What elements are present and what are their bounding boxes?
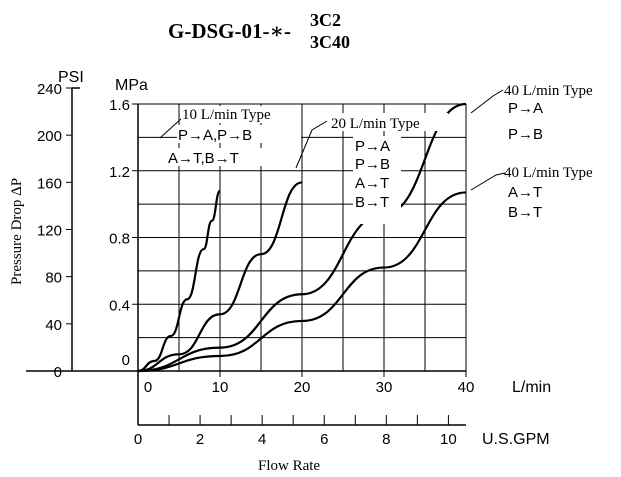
series-ports-40-pa-2: P→B bbox=[508, 126, 543, 143]
leader-line-20 bbox=[295, 120, 328, 169]
series-ports-40-pa-1: P→A bbox=[508, 100, 543, 117]
mpa-tick-label: 0 bbox=[122, 352, 130, 369]
mpa-unit-label: MPa bbox=[115, 77, 148, 94]
lpm-tick-label: 0 bbox=[144, 379, 152, 396]
lpm-tick-label: 40 bbox=[458, 379, 475, 396]
gpm-tick-label: 6 bbox=[320, 431, 328, 448]
series-ports-40-at-1: A→T bbox=[508, 184, 542, 201]
grid bbox=[138, 103, 467, 372]
series-name-40-pa: 40 L/min Type bbox=[504, 83, 593, 99]
series-name-40-at: 40 L/min Type bbox=[504, 165, 593, 181]
mpa-tick-label: 0.8 bbox=[109, 231, 130, 248]
y-axis-title: Pressure Drop ΔP bbox=[9, 178, 25, 285]
series-ports-20-3: A→T bbox=[355, 175, 389, 192]
series-curve-2 bbox=[137, 102, 467, 373]
gpm-tick-label: 0 bbox=[134, 431, 142, 448]
psi-tick-label: 200 bbox=[37, 128, 62, 145]
gpm-tick-label: 8 bbox=[382, 431, 390, 448]
series-ports-10-2: A→T,B→T bbox=[168, 150, 239, 167]
series-labels: 10 L/min Type P→A,P→B A→T,B→T 20 L/min T… bbox=[167, 83, 593, 224]
lpm-unit-label: L/min bbox=[512, 379, 551, 396]
title-lower: 3C40 bbox=[310, 32, 350, 52]
series-ports-40-at-2: B→T bbox=[508, 204, 542, 221]
series-ports-20-1: P→A bbox=[355, 138, 390, 155]
psi-tick-label: 240 bbox=[37, 81, 62, 98]
series-name-10: 10 L/min Type bbox=[182, 107, 271, 123]
psi-tick-label: 0 bbox=[54, 364, 62, 381]
gpm-unit-label: U.S.GPM bbox=[482, 431, 550, 448]
x-axis-title: Flow Rate bbox=[258, 458, 320, 474]
gpm-tick-label: 2 bbox=[196, 431, 204, 448]
label-bg-10-ports2 bbox=[167, 148, 291, 166]
series-ports-10-1: P→A,P→B bbox=[178, 127, 252, 144]
title-prefix: G-DSG-01-∗- bbox=[168, 19, 291, 43]
title-upper: 3C2 bbox=[310, 10, 341, 30]
psi-tick-label: 40 bbox=[45, 317, 62, 334]
leader-lines bbox=[159, 89, 506, 191]
gpm-tick-label: 4 bbox=[258, 431, 266, 448]
label-bg-10 bbox=[181, 106, 275, 123]
label-bg-20 bbox=[330, 113, 448, 131]
series-name-20: 20 L/min Type bbox=[331, 116, 420, 132]
series-curve-0 bbox=[137, 189, 222, 373]
curves bbox=[137, 102, 467, 373]
lpm-tick-label: 20 bbox=[294, 379, 311, 396]
lpm-tick-label: 10 bbox=[212, 379, 229, 396]
series-ports-20-4: B→T bbox=[355, 194, 389, 211]
gpm-tick-label: 10 bbox=[440, 431, 457, 448]
leader-line-40-at bbox=[470, 172, 506, 191]
lpm-tick-label: 30 bbox=[376, 379, 393, 396]
psi-unit-label: PSI bbox=[58, 69, 84, 86]
mpa-tick-label: 0.4 bbox=[109, 297, 130, 314]
label-bg-10-ports1 bbox=[177, 125, 301, 143]
series-ports-20-2: P→B bbox=[355, 156, 390, 173]
series-curve-3 bbox=[137, 191, 467, 373]
psi-tick-label: 160 bbox=[37, 175, 62, 192]
ticks: 0 40 80 120 160 200 240 0 0.4 0.8 1.2 1.6 0 10 20 30 40 0… bbox=[37, 81, 474, 448]
mpa-tick-label: 1.6 bbox=[109, 97, 130, 114]
leader-line-40-pa bbox=[470, 89, 504, 114]
leader-line-10 bbox=[159, 117, 183, 139]
mpa-tick-label: 1.2 bbox=[109, 164, 130, 181]
psi-tick-label: 80 bbox=[45, 270, 62, 287]
label-bg-20-ports bbox=[353, 136, 401, 224]
series-curve-1 bbox=[137, 181, 303, 373]
chart-title: G-DSG-01-∗- 3C2 3C40 bbox=[168, 10, 350, 52]
psi-tick-label: 120 bbox=[37, 223, 62, 240]
